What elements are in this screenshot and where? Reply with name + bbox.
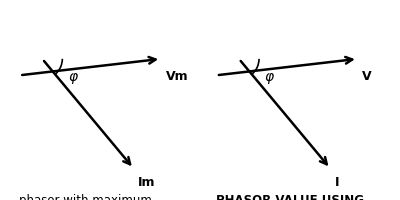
- Text: φ: φ: [68, 70, 77, 84]
- Text: PHASOR VALUE USING
RMS: PHASOR VALUE USING RMS: [216, 194, 364, 200]
- Text: phasor with maximum
value: phasor with maximum value: [19, 194, 152, 200]
- Text: I: I: [335, 176, 340, 189]
- Text: Im: Im: [138, 176, 156, 189]
- Text: φ: φ: [264, 70, 274, 84]
- Text: V: V: [362, 70, 372, 83]
- Text: Vm: Vm: [166, 70, 188, 83]
